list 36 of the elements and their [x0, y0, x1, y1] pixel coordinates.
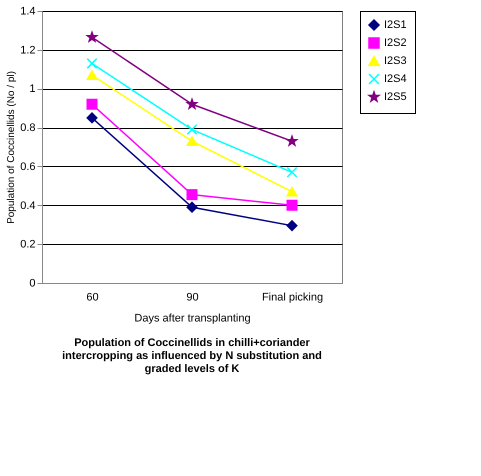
point	[286, 166, 298, 178]
point	[86, 70, 98, 80]
y-tick-label: 0.6	[20, 160, 36, 173]
y-tick-label: 1.2	[20, 44, 36, 56]
x-tick-label: 60	[86, 292, 99, 304]
y-tick-label: 1.4	[20, 6, 36, 18]
x-tick-label: 90	[186, 292, 199, 304]
text: intercropping as influenced by N substitution and	[62, 350, 322, 362]
point	[286, 200, 298, 211]
x-axis-title: Days after transplanting	[134, 312, 251, 324]
point	[286, 220, 298, 232]
y-tick-label: 0.2	[20, 238, 36, 251]
point	[86, 58, 98, 69]
legend-label: I2S5	[384, 91, 407, 103]
point	[86, 32, 98, 42]
text: graded levels of K	[144, 363, 240, 375]
y-tick-label: 0.8	[20, 122, 36, 134]
point	[186, 202, 198, 213]
text: Population of Coccinellids in chilli+coriander	[74, 337, 310, 349]
point	[286, 186, 298, 197]
point	[186, 136, 198, 146]
y-axis-title: Population of Coccinellids (No / pl)	[6, 71, 18, 224]
point	[186, 124, 198, 136]
legend-label: I2S2	[384, 37, 407, 49]
legend-label: I2S1	[384, 19, 407, 31]
y-tick-label: 0.4	[20, 200, 36, 212]
point	[286, 136, 298, 146]
legend-label: I2S3	[384, 55, 407, 67]
y-tick-label: 1	[29, 83, 36, 96]
point	[186, 98, 198, 109]
point	[86, 112, 98, 124]
point	[86, 98, 98, 110]
point	[186, 189, 198, 200]
x-tick-label: Final picking	[262, 292, 324, 304]
y-tick-label: 0	[29, 278, 36, 290]
legend-label: I2S4	[384, 73, 407, 85]
